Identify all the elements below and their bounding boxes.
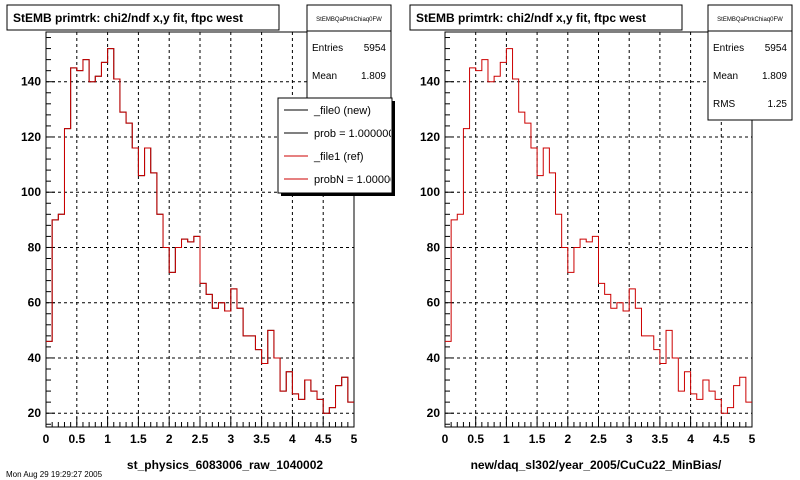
y-tick-label: 40 bbox=[28, 351, 42, 365]
x-tick-label: 4.5 bbox=[713, 432, 730, 446]
y-tick-label: 60 bbox=[427, 296, 441, 310]
y-tick-label: 120 bbox=[420, 130, 440, 144]
x-tick-label: 3 bbox=[227, 432, 234, 446]
x-tick-label: 4.5 bbox=[315, 432, 332, 446]
y-tick-label: 80 bbox=[427, 240, 441, 254]
histogram-series-2 bbox=[46, 48, 354, 414]
y-tick-label: 140 bbox=[21, 75, 41, 89]
x-tick-label: 0.5 bbox=[467, 432, 484, 446]
stats-value: 1.809 bbox=[762, 71, 787, 82]
y-tick-label: 100 bbox=[420, 185, 440, 199]
stats-title: StEMBQaPtrkChiaq0FW bbox=[717, 17, 783, 23]
x-tick-label: 1 bbox=[503, 432, 510, 446]
stats-value: 5954 bbox=[765, 43, 788, 54]
stats-label: Entries bbox=[312, 43, 343, 54]
x-axis-label: st_physics_6083006_raw_1040002 bbox=[127, 458, 323, 472]
stats-value: 1.25 bbox=[768, 99, 788, 110]
y-tick-label: 100 bbox=[21, 185, 41, 199]
chart-panel-1: 0 0.5 1 1.5 2 2.5 3 3.5 4 4.5 5 20 40 60 80 100 120 140 St… bbox=[6, 4, 402, 472]
y-tick-label: 20 bbox=[28, 406, 42, 420]
y-tick-label: 60 bbox=[28, 296, 42, 310]
stats-label: Mean bbox=[312, 71, 337, 82]
x-tick-label: 2.5 bbox=[192, 432, 209, 446]
stats-box bbox=[306, 4, 392, 106]
stats-label: Mean bbox=[713, 71, 738, 82]
x-tick-label: 2 bbox=[564, 432, 571, 446]
x-tick-label: 5 bbox=[351, 432, 358, 446]
y-tick-label: 20 bbox=[427, 406, 441, 420]
chart-title: StEMB primtrk: chi2/ndf x,y fit, ftpc we… bbox=[13, 11, 243, 25]
y-tick-label: 140 bbox=[420, 75, 440, 89]
stats-value: 1.809 bbox=[361, 71, 386, 82]
y-tick-label: 80 bbox=[28, 240, 42, 254]
legend-entries: _file0 (new) prob = 1.000000 _file1 (ref) p… bbox=[284, 105, 402, 186]
stats-label: Entries bbox=[713, 43, 744, 54]
x-tick-label: 4 bbox=[289, 432, 296, 446]
x-tick-label: 1 bbox=[104, 432, 111, 446]
title-box bbox=[409, 4, 683, 31]
x-tick-label: 0.5 bbox=[68, 432, 85, 446]
chart-title: StEMB primtrk: chi2/ndf x,y fit, ftpc we… bbox=[416, 11, 646, 25]
x-tick-label: 5 bbox=[749, 432, 756, 446]
stats-box bbox=[707, 4, 793, 121]
legend-label: _file1 (ref) bbox=[313, 151, 364, 163]
legend-label: probN = 1.000000 bbox=[314, 174, 402, 186]
legend-label: prob = 1.000000 bbox=[314, 128, 394, 140]
title-box bbox=[6, 4, 280, 31]
histogram-series-1 bbox=[445, 48, 752, 414]
x-tick-label: 2 bbox=[166, 432, 173, 446]
x-tick-label: 3.5 bbox=[253, 432, 270, 446]
plot-frame bbox=[444, 31, 753, 428]
y-tick-label: 120 bbox=[21, 130, 41, 144]
stats-label: RMS bbox=[713, 99, 736, 110]
stats-value: 5954 bbox=[364, 43, 387, 54]
legend-box bbox=[277, 97, 393, 194]
x-tick-label: 2.5 bbox=[590, 432, 607, 446]
x-tick-label: 3 bbox=[626, 432, 633, 446]
x-tick-label: 1.5 bbox=[130, 432, 147, 446]
legend-label: _file0 (new) bbox=[313, 105, 371, 117]
x-tick-label: 0 bbox=[43, 432, 50, 446]
x-tick-label: 1.5 bbox=[529, 432, 546, 446]
y-tick-label: 40 bbox=[427, 351, 441, 365]
stats-title: StEMBQaPtrkChiaq0FW bbox=[316, 17, 382, 23]
chart-panel-2: 0 0.5 1 1.5 2 2.5 3 3.5 4 4.5 5 20 40 60 80 100 120 140 St… bbox=[409, 4, 793, 472]
x-tick-label: 4 bbox=[687, 432, 694, 446]
x-tick-label: 0 bbox=[442, 432, 449, 446]
x-axis-label: new/daq_sl302/year_2005/CuCu22_MinBias/ bbox=[471, 458, 722, 472]
x-tick-label: 3.5 bbox=[652, 432, 669, 446]
footer-timestamp: Mon Aug 29 19:29:27 2005 bbox=[6, 470, 103, 479]
